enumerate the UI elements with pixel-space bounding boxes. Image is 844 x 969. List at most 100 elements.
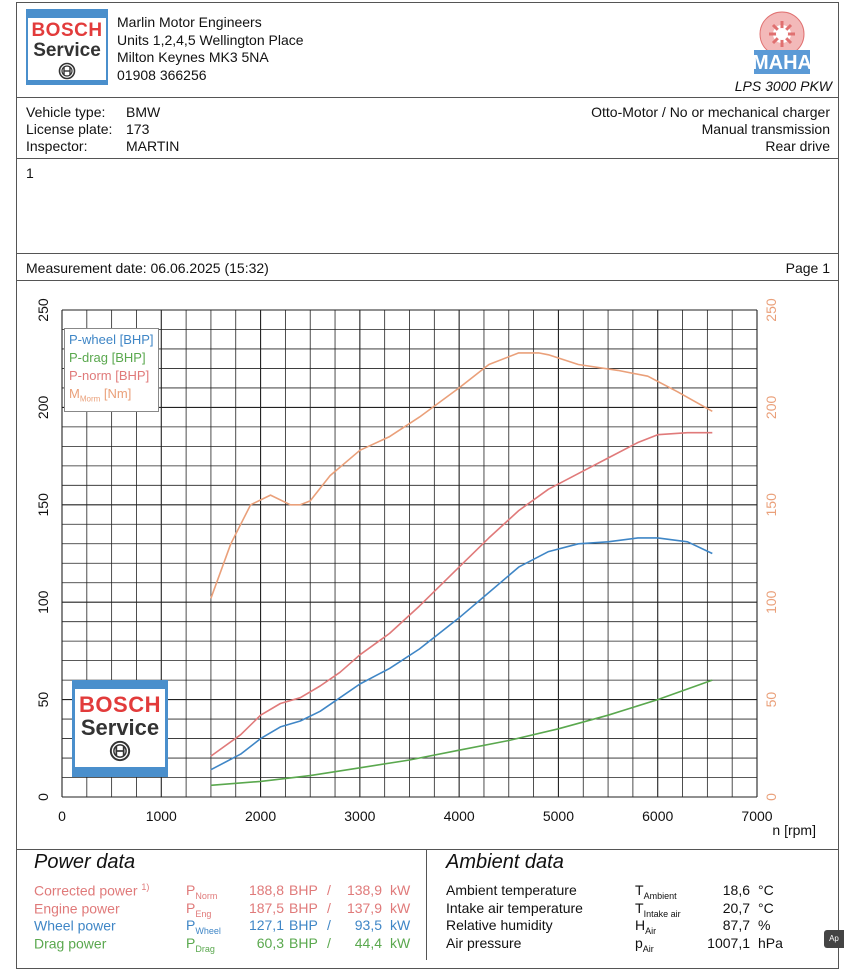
power-kw-unit: kW — [390, 882, 411, 898]
power-row-slash: / — [327, 900, 331, 916]
legend-m-norm: MMorm [Nm] — [69, 385, 154, 409]
company-name: Marlin Motor Engineers — [117, 14, 262, 30]
series-lines — [210, 352, 713, 787]
ambient-row-unit: °C — [758, 900, 774, 916]
ambient-row-unit: hPa — [758, 935, 783, 951]
power-label: Wheel power — [34, 917, 116, 934]
license-plate-value: 173 — [126, 121, 150, 137]
power-row-slash: / — [327, 935, 331, 951]
power-bhp-unit: BHP — [289, 882, 318, 898]
y-right-tick-label: 50 — [763, 692, 779, 708]
power-row-bhp: 187,5 — [236, 900, 284, 916]
power-row-slash: / — [327, 917, 331, 933]
power-row-slash: / — [327, 882, 331, 898]
x-tick-label: 7000 — [741, 808, 772, 824]
data-divider — [426, 849, 427, 960]
ambient-row-value: 87,7 — [690, 917, 750, 933]
y-left-tick-label: 100 — [35, 590, 51, 614]
ambient-symbol-sub: Air — [642, 943, 654, 954]
power-row-symbol: PWheel — [186, 917, 221, 936]
transmission-type: Manual transmission — [701, 121, 830, 137]
ambient-row-unit: °C — [758, 882, 774, 898]
power-symbol: P — [186, 917, 196, 933]
power-row-bhp: 127,1 — [236, 917, 284, 933]
series-line-p-wheel — [210, 537, 713, 771]
series-line-p-drag — [210, 679, 713, 787]
y-left-tick-label: 200 — [35, 396, 51, 420]
ambient-row-value: 20,7 — [690, 900, 750, 916]
power-row-bhp-unit: BHP — [289, 935, 318, 951]
power-row-label: Corrected power 1) — [34, 882, 149, 899]
ambient-data-title: Ambient data — [446, 851, 564, 873]
ambient-row-label: Air pressure — [446, 935, 521, 951]
x-tick-label: 6000 — [642, 808, 673, 824]
ambient-label: Air pressure — [446, 935, 522, 951]
power-row-bhp-unit: BHP — [289, 900, 318, 916]
vehicle-type-label: Vehicle type: — [26, 104, 106, 120]
maha-brand-text: MAHA — [752, 52, 812, 74]
legend-m-norm-unit: [Nm] — [100, 386, 132, 401]
ambient-row-value: 1007,1 — [690, 935, 750, 951]
power-row-label: Drag power — [34, 935, 106, 952]
address-line1: Units 1,2,4,5 Wellington Place — [117, 31, 304, 48]
chart-grid — [61, 309, 758, 798]
y-right-tick-label: 0 — [763, 793, 779, 801]
power-symbol: P — [186, 882, 196, 898]
maha-badge-icon: MAHA — [752, 11, 812, 74]
power-slash: / — [327, 900, 331, 916]
power-label: Drag power — [34, 935, 107, 952]
series-line-p-norm — [210, 431, 713, 757]
ambient-label: Intake air temperature — [446, 900, 583, 916]
power-kw-unit: kW — [390, 935, 411, 951]
series-line-m-norm — [210, 352, 713, 599]
y-left-tick-label: 150 — [35, 493, 51, 517]
power-slash: / — [327, 935, 331, 951]
x-tick-label: 1000 — [146, 808, 177, 824]
power-symbol-sub: Norm — [195, 890, 218, 901]
ambient-row-symbol: HAir — [635, 917, 656, 936]
inspector-row: Inspector: MARTIN — [26, 138, 179, 154]
ambient-symbol-sub: Air — [645, 925, 657, 936]
chart-legend: P-wheel [BHP] P-drag [BHP] P-norm [BHP] … — [64, 328, 159, 412]
power-row-label: Wheel power — [34, 917, 116, 934]
power-kw: 44,4 — [354, 935, 382, 951]
power-label: Corrected power — [34, 882, 138, 899]
power-symbol: P — [186, 900, 196, 916]
legend-m-norm-sub: Morm — [79, 394, 101, 404]
power-kw-unit: kW — [390, 917, 411, 933]
power-row-bhp-unit: BHP — [289, 917, 318, 933]
inspector-value: MARTIN — [126, 138, 180, 154]
power-row-kw: 138,9 — [334, 882, 382, 898]
y-left-tick-label: 50 — [35, 692, 51, 708]
service-word: Service — [33, 40, 101, 61]
power-slash: / — [327, 917, 331, 933]
watermark-bosch-word: BOSCH — [79, 692, 161, 717]
power-bhp-unit: BHP — [289, 917, 318, 933]
power-bhp: 60,3 — [256, 935, 284, 951]
power-bhp-unit: BHP — [289, 900, 318, 916]
y-right-tick-label: 150 — [763, 493, 779, 517]
ambient-unit: °C — [758, 900, 774, 916]
engine-type: Otto-Motor / No or mechanical charger — [591, 104, 830, 120]
vehicle-type-value: BMW — [126, 104, 161, 120]
legend-m-norm-symbol: M — [69, 386, 80, 401]
legend-p-norm: P-norm [BHP] — [69, 368, 150, 383]
watermark-armature-icon — [109, 740, 131, 762]
watermark-service-word: Service — [80, 715, 160, 740]
maha-logo: MAHA LPS 3000 PKW — [732, 8, 832, 94]
x-axis-label: n [rpm] — [772, 822, 816, 838]
vehicle-type-row: Vehicle type: BMW — [26, 104, 160, 120]
ambient-row-symbol: pAir — [635, 935, 654, 954]
corner-tag[interactable]: Ap — [824, 930, 844, 948]
power-symbol-sub: Eng — [195, 908, 212, 919]
ambient-row-symbol: TIntake air — [635, 900, 681, 919]
maha-model: LPS 3000 PKW — [734, 78, 832, 94]
power-row-symbol: PNorm — [186, 882, 217, 901]
power-bhp-unit: BHP — [289, 935, 318, 951]
ambient-label: Relative humidity — [446, 917, 553, 933]
y-right-tick-label: 250 — [763, 298, 779, 322]
power-row-kw-unit: kW — [390, 935, 410, 951]
y-right-tick-labels: 0 50 100 150 200 250 — [763, 298, 779, 801]
drive-type: Rear drive — [765, 138, 830, 154]
ambient-value: 18,6 — [722, 882, 750, 898]
